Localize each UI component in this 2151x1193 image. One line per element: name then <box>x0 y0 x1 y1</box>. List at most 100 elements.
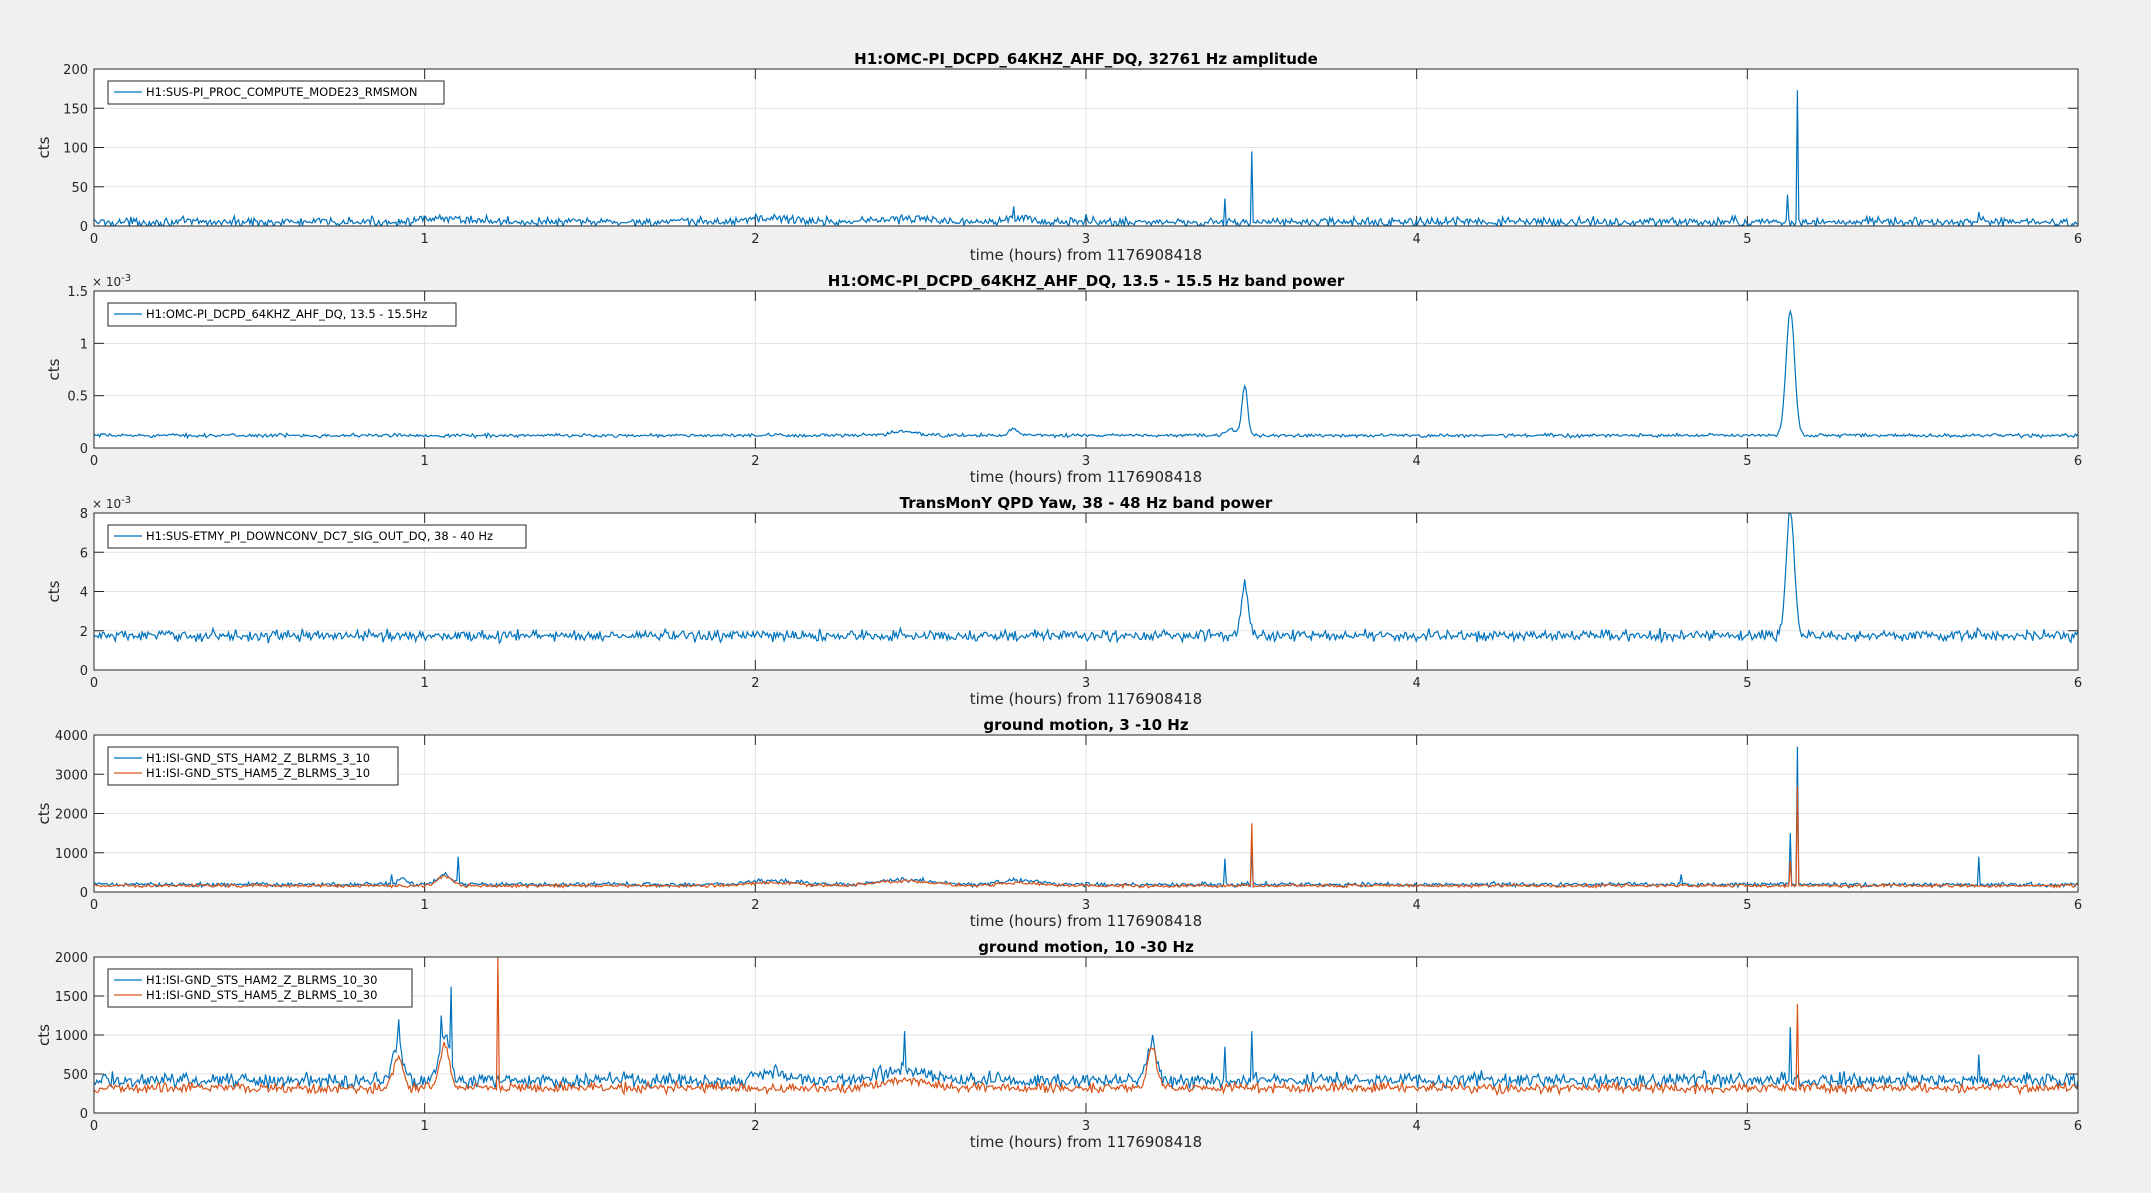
legend: H1:ISI-GND_STS_HAM2_Z_BLRMS_3_10H1:ISI-G… <box>107 746 399 786</box>
x-tick-label: 0 <box>90 454 98 469</box>
x-tick-label: 2 <box>751 898 759 913</box>
legend-box <box>107 968 413 1008</box>
panel-3: 0 1 2 3 4 5 6 0 2 4 6 8 × 10-3 TransMonY QPD Yaw, 38 … <box>45 494 2082 708</box>
x-tick-label: 4 <box>1413 232 1421 247</box>
legend-entry: H1:SUS-ETMY_PI_DOWNCONV_DC7_SIG_OUT_DQ, … <box>146 529 493 543</box>
legend: H1:SUS-ETMY_PI_DOWNCONV_DC7_SIG_OUT_DQ, … <box>107 524 527 549</box>
chart-title: H1:OMC-PI_DCPD_64KHZ_AHF_DQ, 13.5 - 15.5… <box>828 272 1345 290</box>
x-tick-label: 3 <box>1082 232 1090 247</box>
x-tick-label: 1 <box>421 676 429 691</box>
axes-frame <box>93 68 2079 227</box>
y-tick-label: 0 <box>80 220 88 235</box>
x-tick-label: 3 <box>1082 454 1090 469</box>
x-axis-label: time (hours) from 1176908418 <box>970 912 1202 930</box>
y-tick-label: 150 <box>63 102 88 117</box>
legend-box <box>107 746 399 786</box>
panel-1: 0 1 2 3 4 5 6 0 50 100 150 200 H1:OMC-PI_DCPD_64KHZ_… <box>35 50 2082 264</box>
y-tick-label: 50 <box>71 181 88 196</box>
y-tick-label: 0.5 <box>67 390 88 405</box>
axes-frame <box>93 734 2079 893</box>
legend-entry: H1:ISI-GND_STS_HAM5_Z_BLRMS_10_30 <box>146 988 377 1002</box>
y-tick-label: 8 <box>80 507 88 522</box>
x-tick-label: 5 <box>1743 898 1751 913</box>
y-tick-label: 1500 <box>55 990 88 1005</box>
y-tick-label: 3000 <box>55 768 88 783</box>
legend-entry: H1:ISI-GND_STS_HAM2_Z_BLRMS_3_10 <box>146 751 370 765</box>
x-tick-label: 6 <box>2074 898 2082 913</box>
x-tick-label: 4 <box>1413 1119 1421 1134</box>
x-tick-label: 0 <box>90 676 98 691</box>
legend-entry: H1:ISI-GND_STS_HAM2_Z_BLRMS_10_30 <box>146 973 377 987</box>
series-line-1 <box>94 746 2078 889</box>
x-tick-label: 1 <box>421 898 429 913</box>
exponent-base: × 10 <box>92 275 121 289</box>
y-tick-label: 0 <box>80 886 88 901</box>
y-tick-label: 100 <box>63 142 88 157</box>
legend: H1:ISI-GND_STS_HAM2_Z_BLRMS_10_30H1:ISI-… <box>107 968 413 1008</box>
x-tick-label: 1 <box>421 454 429 469</box>
y-tick-label: 2000 <box>55 808 88 823</box>
x-tick-label: 2 <box>751 454 759 469</box>
y-tick-label: 200 <box>63 63 88 78</box>
chart-title: ground motion, 10 -30 Hz <box>978 938 1194 956</box>
x-tick-label: 6 <box>2074 1119 2082 1134</box>
y-axis-label: cts <box>35 802 53 824</box>
x-tick-label: 6 <box>2074 232 2082 247</box>
series-line-1 <box>94 90 2078 226</box>
axes-frame <box>93 956 2079 1114</box>
legend-box <box>107 302 457 327</box>
y-tick-label: 4 <box>80 586 88 601</box>
series-line-2 <box>94 785 2078 890</box>
exponent-power: -3 <box>121 273 131 284</box>
y-tick-label: 500 <box>63 1068 88 1083</box>
x-tick-label: 1 <box>421 232 429 247</box>
x-tick-label: 2 <box>751 232 759 247</box>
legend-entry: H1:OMC-PI_DCPD_64KHZ_AHF_DQ, 13.5 - 15.5… <box>146 307 427 321</box>
y-exponent-label: × 10-3 <box>92 273 131 289</box>
x-axis-label: time (hours) from 1176908418 <box>970 468 1202 486</box>
x-tick-label: 1 <box>421 1119 429 1134</box>
y-tick-label: 2000 <box>55 951 88 966</box>
axes-frame <box>93 290 2079 449</box>
y-tick-label: 6 <box>80 546 88 561</box>
x-tick-label: 5 <box>1743 1119 1751 1134</box>
chart-title: H1:OMC-PI_DCPD_64KHZ_AHF_DQ, 32761 Hz am… <box>854 50 1318 68</box>
axes-frame <box>93 512 2079 671</box>
series-line-2 <box>94 957 2078 1097</box>
x-tick-label: 3 <box>1082 676 1090 691</box>
x-tick-label: 2 <box>751 676 759 691</box>
y-tick-label: 0 <box>80 664 88 679</box>
x-tick-label: 5 <box>1743 454 1751 469</box>
x-tick-label: 4 <box>1413 454 1421 469</box>
x-tick-label: 6 <box>2074 454 2082 469</box>
legend-entry: H1:SUS-PI_PROC_COMPUTE_MODE23_RMSMON <box>146 85 418 99</box>
legend-entry: H1:ISI-GND_STS_HAM5_Z_BLRMS_3_10 <box>146 766 370 780</box>
legend-box <box>107 80 445 105</box>
x-tick-label: 4 <box>1413 676 1421 691</box>
y-tick-label: 1 <box>80 337 88 352</box>
x-tick-label: 2 <box>751 1119 759 1134</box>
x-tick-label: 0 <box>90 898 98 913</box>
y-exponent-label: × 10-3 <box>92 495 131 511</box>
legend: H1:SUS-PI_PROC_COMPUTE_MODE23_RMSMON <box>107 80 445 105</box>
chart-title: TransMonY QPD Yaw, 38 - 48 Hz band power <box>900 494 1273 512</box>
y-tick-label: 2 <box>80 625 88 640</box>
chart-title: ground motion, 3 -10 Hz <box>983 716 1188 734</box>
y-axis-label: cts <box>45 580 63 602</box>
series-line-1 <box>94 308 2078 440</box>
panel-4: 0 1 2 3 4 5 6 0 1000 2000 3000 4000 ground motion, 3… <box>35 716 2082 930</box>
y-axis-label: cts <box>35 136 53 158</box>
exponent-power: -3 <box>121 495 131 506</box>
panel-5: 0 1 2 3 4 5 6 0 500 1000 1500 2000 ground motion, 10… <box>35 938 2082 1151</box>
x-tick-label: 6 <box>2074 676 2082 691</box>
x-tick-label: 5 <box>1743 232 1751 247</box>
y-tick-label: 1000 <box>55 1029 88 1044</box>
x-tick-label: 4 <box>1413 898 1421 913</box>
y-tick-label: 1000 <box>55 847 88 862</box>
x-axis-label: time (hours) from 1176908418 <box>970 1133 1202 1151</box>
x-axis-label: time (hours) from 1176908418 <box>970 246 1202 264</box>
y-tick-label: 0 <box>80 442 88 457</box>
x-tick-label: 0 <box>90 1119 98 1134</box>
y-axis-label: cts <box>45 358 63 380</box>
